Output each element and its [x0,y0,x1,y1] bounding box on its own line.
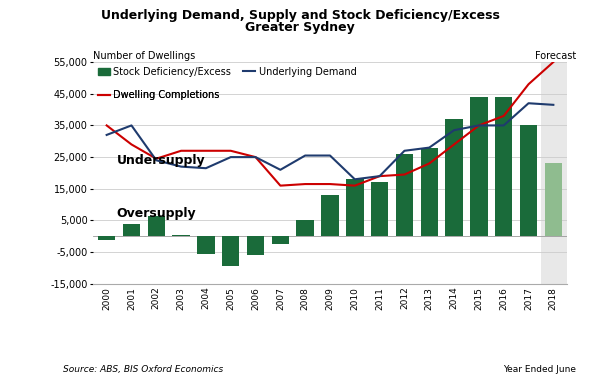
Text: Number of Dwellings: Number of Dwellings [93,51,195,61]
Bar [445,119,463,237]
Bar [172,235,190,237]
Bar [470,97,488,237]
Bar [247,237,264,255]
Text: Oversupply: Oversupply [116,207,196,220]
Bar [272,237,289,244]
Text: Source: ABS, BIS Oxford Economics: Source: ABS, BIS Oxford Economics [63,365,223,374]
Text: Greater Sydney: Greater Sydney [245,21,355,34]
Bar [495,97,512,237]
Text: Forecast: Forecast [535,51,576,61]
Bar [396,154,413,237]
Text: Year Ended June: Year Ended June [503,365,576,374]
Bar [123,224,140,237]
Bar [148,216,165,237]
Bar [296,220,314,237]
Bar [322,195,338,237]
Bar [197,237,215,254]
Bar [222,237,239,267]
Bar [421,148,438,237]
Bar [371,182,388,237]
Bar [545,164,562,237]
Legend: Dwelling Completions: Dwelling Completions [98,90,220,100]
Text: Underlying Demand, Supply and Stock Deficiency/Excess: Underlying Demand, Supply and Stock Defi… [101,9,499,23]
Bar [520,126,537,237]
Bar [346,179,364,237]
Bar [541,62,567,284]
Text: Undersupply: Undersupply [116,154,205,167]
Bar [98,237,115,240]
